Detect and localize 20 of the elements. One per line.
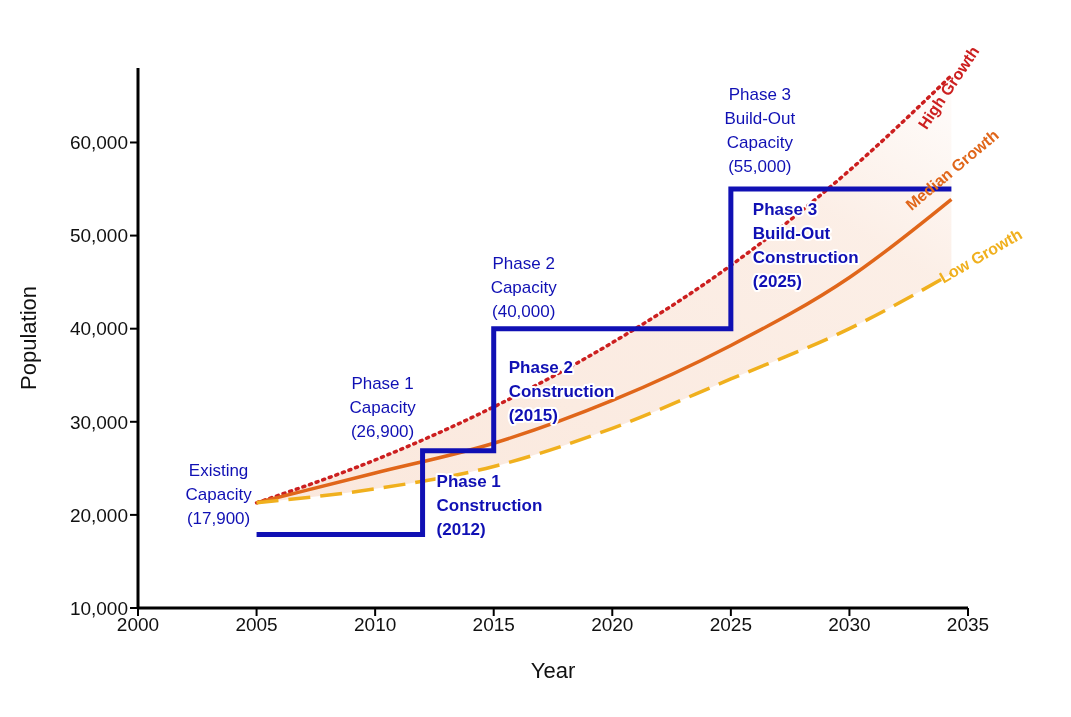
- annotation: Phase 1 Construction (2012): [436, 471, 543, 539]
- x-tick-label: 2010: [354, 614, 397, 636]
- annotation: Existing Capacity (17,900): [185, 461, 253, 529]
- y-tick-label: 20,000: [69, 504, 128, 526]
- x-tick-label: 2005: [235, 614, 278, 636]
- annotation: Phase 2 Capacity (40,000): [490, 253, 558, 321]
- x-tick-label: 2035: [946, 614, 990, 636]
- annotation: Phase 3 Build-Out Construction (2025): [752, 200, 859, 292]
- annotation: Phase 3 Build-Out Capacity (55,000): [724, 85, 796, 177]
- x-tick-label: 2015: [472, 614, 515, 636]
- y-axis-title: Population: [15, 286, 41, 390]
- annotation: Phase 1 Capacity (26,900): [349, 373, 417, 441]
- y-tick-label: 60,000: [69, 132, 128, 154]
- y-tick-label: 30,000: [69, 411, 128, 433]
- y-tick-label: 50,000: [69, 225, 128, 247]
- x-axis-title: Year: [530, 658, 576, 683]
- y-tick-label: 40,000: [69, 318, 128, 340]
- x-tick-label: 2030: [828, 614, 871, 636]
- x-tick-label: 2020: [591, 614, 634, 636]
- x-tick-label: 2025: [709, 614, 752, 636]
